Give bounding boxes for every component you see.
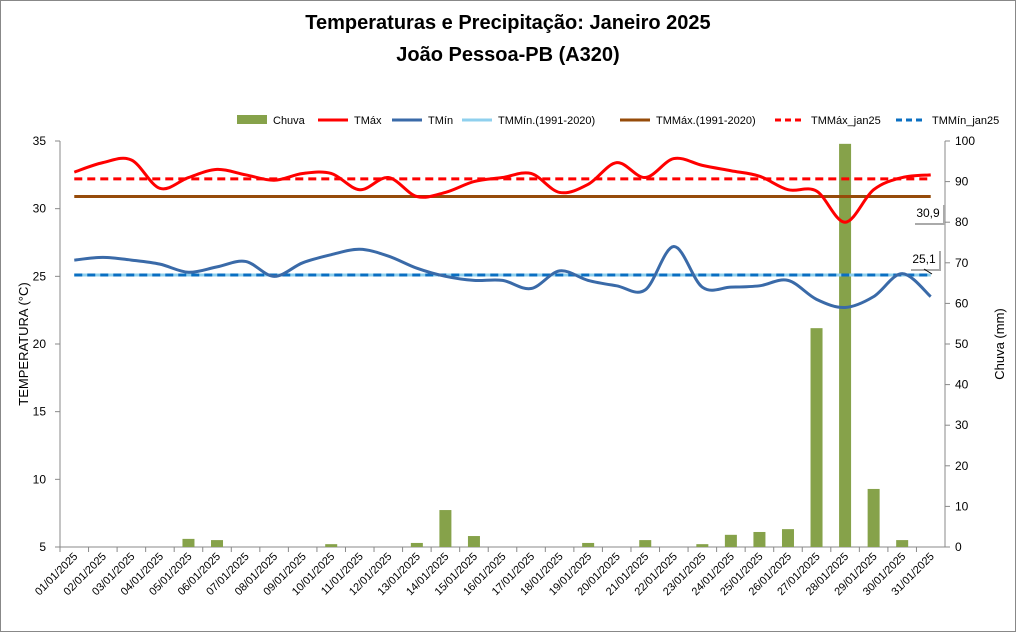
legend-label: TMáx — [354, 115, 382, 127]
y2-tick-label: 10 — [955, 499, 969, 513]
bar-chuva — [696, 544, 709, 547]
y-tick-label: 5 — [39, 540, 46, 554]
annotation-label: 30,9 — [916, 206, 940, 220]
bar-chuva — [211, 540, 224, 547]
bar-chuva — [467, 536, 480, 547]
bar-chuva — [639, 540, 652, 547]
y2-tick-label: 90 — [955, 175, 969, 189]
y2-tick-label: 30 — [955, 418, 969, 432]
y-tick-label: 10 — [33, 472, 47, 486]
bar-chuva — [781, 529, 794, 547]
chart-title: Temperaturas e Precipitação: Janeiro 202… — [305, 12, 711, 34]
y2-tick-label: 60 — [955, 296, 969, 310]
bar-chuva — [439, 510, 452, 547]
y2-tick-label: 100 — [955, 134, 975, 148]
y2-tick-label: 50 — [955, 337, 969, 351]
y2-tick-label: 80 — [955, 215, 969, 229]
y2-tick-label: 0 — [955, 540, 962, 554]
legend-label: TMín — [428, 115, 453, 127]
line-tmín — [74, 245, 932, 309]
annotation-box — [909, 249, 939, 269]
bar-chuva — [810, 328, 823, 547]
y2-axis-title: Chuva (mm) — [992, 308, 1007, 380]
line-tmáx — [73, 156, 931, 224]
chart-subtitle: João Pessoa-PB (A320) — [396, 44, 620, 66]
y2-tick-label: 70 — [955, 256, 969, 270]
y-tick-label: 30 — [33, 202, 47, 216]
y-tick-label: 25 — [33, 269, 47, 283]
legend-swatch — [237, 115, 267, 124]
legend-label: TMMín.(1991-2020) — [498, 115, 595, 127]
bar-chuva — [410, 542, 423, 547]
y-axis-title: TEMPERATURA (°C) — [16, 282, 31, 405]
legend-label: Chuva — [273, 115, 306, 127]
y-tick-label: 20 — [33, 337, 47, 351]
bar-chuva — [839, 143, 852, 548]
bar-chuva — [325, 544, 338, 547]
annotation-label: 25,1 — [912, 252, 936, 266]
legend-label: TMMáx_jan25 — [811, 115, 881, 127]
bar-chuva — [182, 538, 195, 547]
bar-chuva — [582, 542, 595, 547]
bar-chuva — [896, 540, 909, 547]
annotation-box — [913, 203, 943, 223]
legend-label: TMMáx.(1991-2020) — [656, 115, 756, 127]
y-tick-label: 35 — [33, 134, 47, 148]
y-tick-label: 15 — [33, 405, 47, 419]
bar-chuva — [753, 531, 766, 547]
bar-chuva — [867, 488, 880, 547]
y2-tick-label: 20 — [955, 459, 969, 473]
legend-label: TMMín_jan25 — [932, 115, 999, 127]
annotation-leader — [923, 268, 933, 275]
bar-chuva — [724, 534, 737, 547]
y2-tick-label: 40 — [955, 378, 969, 392]
